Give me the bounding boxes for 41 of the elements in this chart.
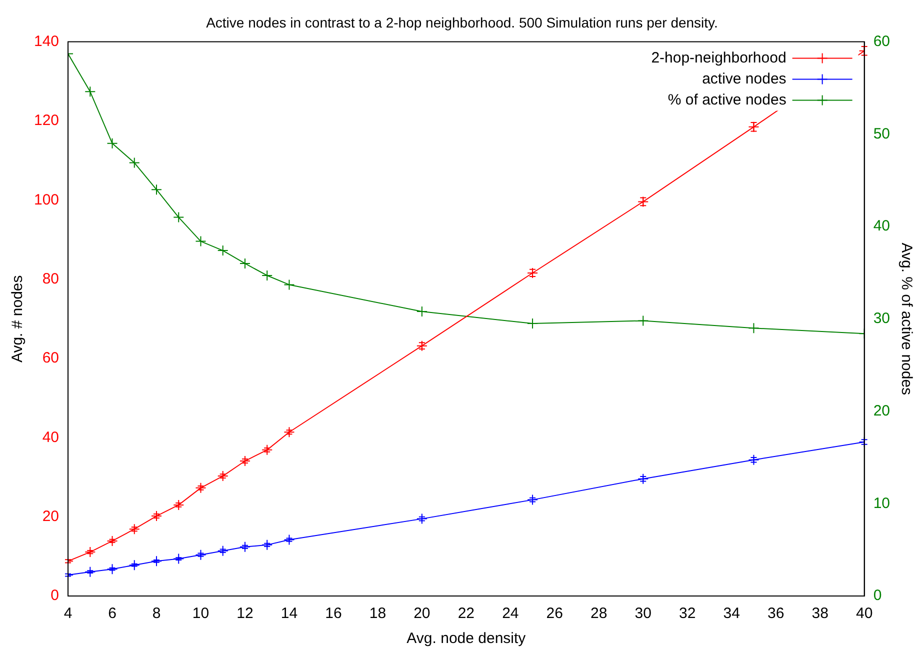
x-tick-label: 32: [679, 605, 696, 622]
x-tick-label: 24: [502, 605, 519, 622]
legend-label: active nodes: [702, 70, 786, 88]
x-tick-label: 28: [590, 605, 608, 622]
legend-label: % of active nodes: [668, 91, 786, 108]
x-tick-label: 22: [458, 605, 475, 622]
y2-tick-label: 50: [873, 125, 890, 142]
y2-tick-label: 40: [873, 218, 890, 235]
y-tick-label: 100: [34, 191, 60, 208]
y-tick-label: 140: [34, 32, 60, 50]
x-tick-label: 8: [152, 605, 161, 622]
y-axis-title: Avg. # nodes: [9, 275, 26, 363]
x-tick-label: 6: [108, 605, 116, 622]
x-tick-label: 10: [192, 605, 210, 622]
y2-tick-label: 30: [873, 310, 890, 328]
x-axis-title: Avg. node density: [406, 630, 526, 648]
x-tick-label: 38: [812, 605, 828, 622]
x-tick-label: 4: [64, 605, 72, 622]
x-tick-label: 26: [546, 605, 563, 622]
x-tick-label: 20: [414, 605, 430, 622]
x-tick-label: 40: [856, 605, 873, 622]
y2-tick-label: 10: [873, 494, 890, 512]
x-tick-label: 12: [236, 605, 254, 622]
y-tick-label: 120: [34, 112, 60, 130]
x-tick-label: 18: [369, 605, 386, 622]
x-tick-label: 16: [325, 605, 342, 622]
x-tick-label: 34: [723, 605, 740, 622]
chart-title: Active nodes in contrast to a 2-hop neighborhood. 500 Simulation runs per density.: [206, 14, 718, 30]
y-tick-label: 40: [42, 428, 60, 446]
y2-tick-label: 0: [873, 587, 882, 604]
y-tick-label: 20: [42, 508, 60, 525]
legend-label: 2-hop-neighborhood: [651, 49, 786, 66]
y-tick-label: 0: [50, 587, 60, 604]
x-tick-label: 14: [280, 605, 298, 622]
y-tick-label: 80: [42, 270, 60, 288]
y2-axis-title: Avg. % of active nodes: [898, 242, 915, 396]
x-tick-label: 30: [634, 605, 652, 622]
x-tick-label: 36: [767, 605, 784, 622]
y2-tick-label: 60: [873, 32, 890, 50]
y2-tick-label: 20: [873, 402, 890, 420]
y-tick-label: 60: [42, 350, 60, 367]
